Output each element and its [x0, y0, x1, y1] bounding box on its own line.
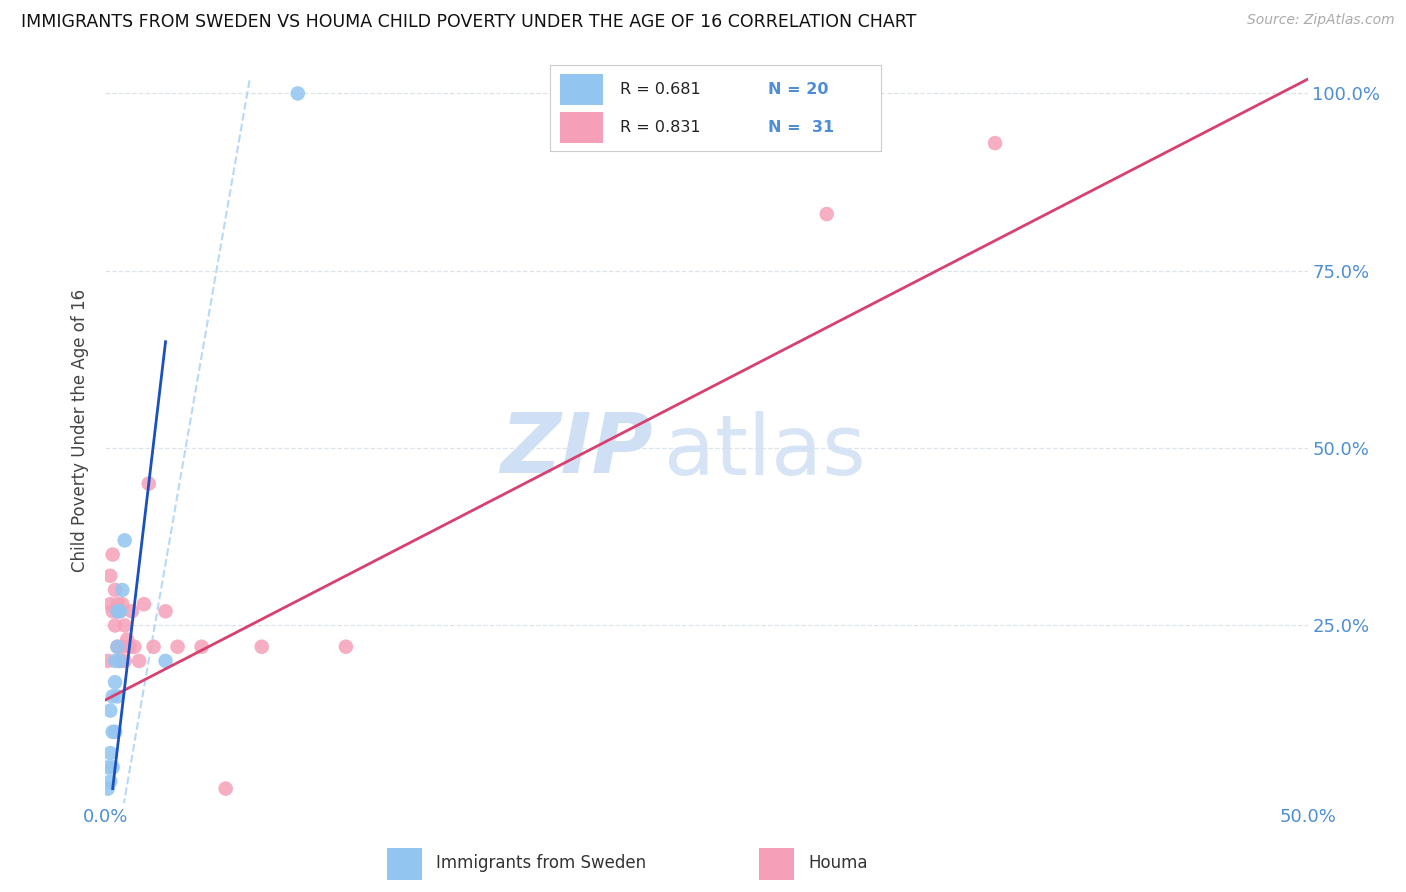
Point	[97, 654, 120, 668]
Text: Houma: Houma	[808, 854, 868, 872]
Point	[118, 640, 141, 654]
Point	[98, 774, 121, 789]
Point	[107, 640, 129, 654]
Point	[101, 760, 124, 774]
Text: Immigrants from Sweden: Immigrants from Sweden	[436, 854, 645, 872]
Point	[128, 654, 150, 668]
Point	[166, 640, 188, 654]
Point	[98, 746, 121, 760]
Point	[115, 632, 138, 647]
Point	[104, 582, 127, 597]
Point	[121, 604, 143, 618]
Text: ZIP: ZIP	[499, 409, 652, 490]
Point	[101, 724, 124, 739]
Point	[108, 604, 131, 618]
Point	[250, 640, 273, 654]
Point	[132, 597, 155, 611]
Point	[142, 640, 165, 654]
Point	[111, 597, 134, 611]
Point	[104, 618, 127, 632]
Y-axis label: Child Poverty Under the Age of 16: Child Poverty Under the Age of 16	[72, 289, 90, 572]
Point	[984, 136, 1007, 150]
Point	[101, 690, 124, 704]
Point	[104, 675, 127, 690]
Point	[104, 724, 127, 739]
Point	[108, 604, 131, 618]
Point	[124, 640, 146, 654]
Point	[138, 476, 160, 491]
Point	[107, 690, 129, 704]
Point	[155, 604, 177, 618]
Point	[108, 654, 131, 668]
Point	[98, 704, 121, 718]
Point	[155, 654, 177, 668]
Point	[287, 87, 309, 101]
Point	[335, 640, 357, 654]
Point	[111, 582, 134, 597]
Text: IMMIGRANTS FROM SWEDEN VS HOUMA CHILD POVERTY UNDER THE AGE OF 16 CORRELATION CH: IMMIGRANTS FROM SWEDEN VS HOUMA CHILD PO…	[21, 13, 917, 31]
Point	[815, 207, 838, 221]
Point	[114, 533, 136, 548]
Point	[190, 640, 212, 654]
Point	[98, 569, 121, 583]
Point	[111, 640, 134, 654]
Text: Source: ZipAtlas.com: Source: ZipAtlas.com	[1247, 13, 1395, 28]
FancyBboxPatch shape	[759, 848, 794, 880]
Point	[114, 654, 136, 668]
FancyBboxPatch shape	[387, 848, 422, 880]
Point	[97, 760, 120, 774]
Point	[101, 604, 124, 618]
Text: atlas: atlas	[665, 410, 866, 491]
Point	[107, 640, 129, 654]
Point	[214, 781, 236, 796]
Point	[107, 604, 129, 618]
Point	[98, 597, 121, 611]
Point	[97, 781, 120, 796]
Point	[104, 654, 127, 668]
Point	[107, 597, 129, 611]
Point	[101, 548, 124, 562]
Point	[114, 618, 136, 632]
Point	[108, 654, 131, 668]
